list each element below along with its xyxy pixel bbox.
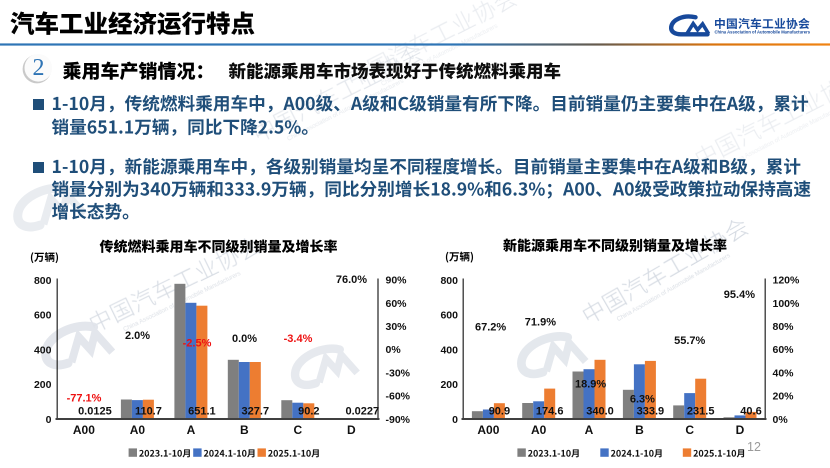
svg-text:A00: A00 (73, 423, 95, 437)
svg-text:55.7%: 55.7% (674, 335, 705, 347)
svg-text:76.0%: 76.0% (336, 274, 367, 286)
svg-text:B: B (635, 423, 644, 437)
svg-text:200: 200 (34, 379, 52, 391)
svg-text:-77.1%: -77.1% (67, 393, 102, 405)
svg-text:-60%: -60% (386, 391, 411, 403)
svg-text:400: 400 (440, 344, 458, 356)
svg-text:0%: 0% (386, 344, 402, 356)
svg-text:0.0227: 0.0227 (345, 405, 379, 417)
svg-text:0: 0 (452, 414, 458, 426)
svg-text:-3.4%: -3.4% (284, 333, 313, 345)
svg-text:0.0%: 0.0% (232, 333, 257, 345)
svg-text:2.0%: 2.0% (125, 330, 150, 342)
svg-text:2: 2 (33, 55, 45, 81)
svg-text:110.7: 110.7 (135, 405, 162, 417)
svg-text:100%: 100% (773, 298, 801, 310)
svg-text:327.7: 327.7 (242, 405, 270, 417)
svg-text:95.4%: 95.4% (724, 289, 755, 301)
svg-text:D: D (736, 423, 745, 437)
svg-text:A0: A0 (531, 423, 547, 437)
svg-text:A00: A00 (477, 423, 499, 437)
svg-text:12: 12 (747, 440, 761, 454)
svg-text:800: 800 (440, 275, 458, 287)
svg-text:A: A (585, 423, 594, 437)
svg-text:20%: 20% (773, 391, 795, 403)
svg-text:400: 400 (34, 344, 52, 356)
svg-text:A0: A0 (130, 423, 146, 437)
svg-text:60%: 60% (386, 298, 408, 310)
svg-text:C: C (685, 423, 694, 437)
svg-text:200: 200 (440, 379, 458, 391)
svg-text:0.0125: 0.0125 (78, 405, 112, 417)
svg-text:333.9: 333.9 (637, 405, 665, 417)
svg-text:40.6: 40.6 (740, 405, 761, 417)
svg-text:71.9%: 71.9% (525, 317, 556, 329)
svg-text:120%: 120% (773, 275, 801, 287)
svg-text:-30%: -30% (386, 367, 411, 379)
svg-text:174.6: 174.6 (536, 405, 564, 417)
svg-text:D: D (347, 423, 356, 437)
svg-text:60%: 60% (773, 344, 795, 356)
svg-text:40%: 40% (773, 367, 795, 379)
svg-text:0: 0 (46, 414, 52, 426)
svg-text:-2.5%: -2.5% (183, 337, 212, 349)
svg-text:-90%: -90% (386, 414, 411, 426)
svg-text:80%: 80% (773, 321, 795, 333)
svg-text:A: A (187, 423, 196, 437)
svg-text:C: C (293, 423, 302, 437)
svg-text:600: 600 (440, 310, 458, 322)
svg-text:600: 600 (34, 310, 52, 322)
svg-text:China Association of Automobil: China Association of Automobile Manufact… (715, 30, 811, 35)
svg-text:6.3%: 6.3% (630, 393, 655, 405)
svg-text:231.5: 231.5 (687, 405, 715, 417)
svg-text:18.9%: 18.9% (575, 378, 606, 390)
svg-text:30%: 30% (386, 321, 408, 333)
svg-text:90.2: 90.2 (298, 405, 319, 417)
svg-text:67.2%: 67.2% (475, 322, 506, 334)
svg-text:651.1: 651.1 (188, 405, 216, 417)
svg-text:B: B (240, 423, 249, 437)
svg-text:90%: 90% (386, 275, 408, 287)
svg-text:0%: 0% (773, 414, 789, 426)
svg-text:340.0: 340.0 (586, 405, 614, 417)
svg-text:90.9: 90.9 (489, 405, 510, 417)
svg-text:800: 800 (34, 275, 52, 287)
